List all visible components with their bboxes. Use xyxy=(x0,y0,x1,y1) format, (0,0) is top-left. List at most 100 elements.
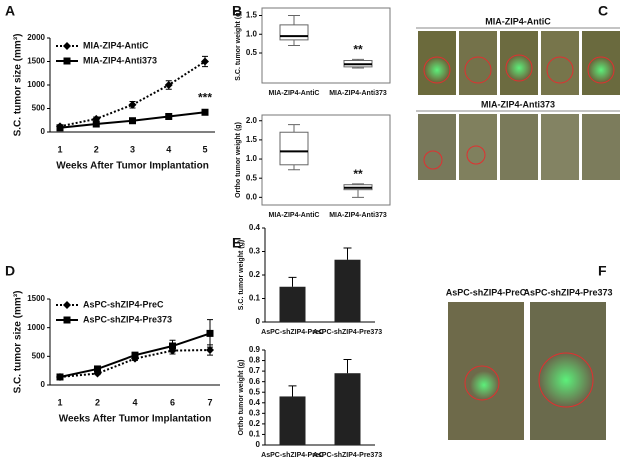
legend-marker xyxy=(63,42,71,50)
marker xyxy=(129,117,136,125)
x-tick-label: 1 xyxy=(57,397,62,407)
panel-label: C xyxy=(598,3,608,19)
y-axis-label: S.C. tumor weight (g) xyxy=(235,10,242,80)
y-axis-label: Ortho tumor weight (g) xyxy=(235,122,242,198)
marker xyxy=(206,329,214,337)
y-tick-label: 1500 xyxy=(27,57,45,66)
image-label: AsPC-shZIP4-PreC xyxy=(446,287,527,297)
mouse-image xyxy=(418,114,456,180)
bar xyxy=(334,259,361,322)
x-tick-label: MIA-ZIP4-Anti373 xyxy=(329,212,387,219)
mouse-image xyxy=(541,31,579,95)
bar xyxy=(279,286,306,322)
x-tick-label: AsPC-shZIP4-PreC xyxy=(261,452,324,459)
y-tick-label: 0.2 xyxy=(249,419,261,428)
whisker xyxy=(288,15,300,46)
panel-label: A xyxy=(5,3,15,19)
x-axis-label: Weeks After Tumor Implantation xyxy=(56,161,209,172)
mouse-image xyxy=(459,114,497,180)
whisker xyxy=(288,124,300,171)
x-axis-label: Weeks After Tumor Implantation xyxy=(59,414,212,425)
legend-marker xyxy=(63,301,71,309)
y-tick-label: 0.4 xyxy=(249,223,261,232)
series-line xyxy=(59,60,206,128)
y-tick-label: 0 xyxy=(256,317,261,326)
error-bar xyxy=(288,276,297,287)
legend-marker xyxy=(63,316,71,324)
tumor-circle xyxy=(546,56,574,84)
bar xyxy=(334,373,361,445)
marker xyxy=(131,351,139,359)
y-tick-label: 0 xyxy=(41,380,46,389)
fluorescence xyxy=(589,58,613,82)
error-bar xyxy=(343,247,352,260)
y-tick-label: 2.0 xyxy=(246,116,258,125)
y-tick-label: 0 xyxy=(41,127,46,136)
y-tick-label: 0.2 xyxy=(249,270,261,279)
x-tick-label: 4 xyxy=(132,397,137,407)
bar xyxy=(279,396,306,445)
annotation: ** xyxy=(353,43,363,57)
marker xyxy=(56,124,64,132)
x-tick-label: AsPC-shZIP4-PreC xyxy=(261,329,324,336)
marker xyxy=(164,81,173,89)
y-tick-label: 2000 xyxy=(27,33,45,42)
marker xyxy=(206,346,214,355)
x-tick-label: MIA-ZIP4-AntiC xyxy=(269,90,320,97)
y-tick-label: 0.1 xyxy=(249,430,261,439)
panel-label: D xyxy=(5,263,15,279)
image-group-label: MIA-ZIP4-AntiC xyxy=(485,16,551,26)
marker xyxy=(92,120,100,128)
annotation: ** xyxy=(353,167,363,181)
x-tick-label: 2 xyxy=(94,144,99,154)
y-tick-label: 1.5 xyxy=(246,11,258,20)
image-label: AsPC-shZIP4-Pre373 xyxy=(523,287,612,297)
fluorescence xyxy=(470,371,498,399)
y-tick-label: 1500 xyxy=(27,294,45,303)
tumor-circle xyxy=(423,150,443,170)
x-tick-label: 7 xyxy=(207,397,212,407)
x-tick-label: MIA-ZIP4-Anti373 xyxy=(329,90,387,97)
y-tick-label: 0.3 xyxy=(249,408,261,417)
y-tick-label: 1.0 xyxy=(246,29,258,38)
panel-label: F xyxy=(598,263,607,279)
whisker xyxy=(352,58,364,69)
y-axis-label: S.C. tumor size (mm³) xyxy=(13,34,24,137)
series-line xyxy=(59,349,211,378)
y-tick-label: 0.4 xyxy=(249,398,261,407)
mouse-image xyxy=(459,31,497,95)
y-axis-label: S.C. tumor size (mm³) xyxy=(13,291,24,394)
panel-label: E xyxy=(232,235,241,251)
y-tick-label: 0.3 xyxy=(249,247,261,256)
y-axis-label: S.C. tumor weight (g) xyxy=(238,240,245,310)
x-tick-label: 5 xyxy=(202,144,207,154)
marker xyxy=(165,112,173,120)
error-bar xyxy=(288,385,297,397)
y-axis-label: Ortho tumor weight (g) xyxy=(238,360,245,436)
marker xyxy=(201,108,209,116)
image-group-label: MIA-ZIP4-Anti373 xyxy=(481,99,555,109)
mouse-images xyxy=(418,31,620,180)
legend-label: AsPC-shZIP4-Pre373 xyxy=(83,314,172,324)
y-tick-label: 500 xyxy=(32,104,46,113)
legend-label: MIA-ZIP4-AntiC xyxy=(83,40,149,50)
y-tick-label: 0.9 xyxy=(249,345,261,354)
y-tick-label: 500 xyxy=(32,351,46,360)
x-tick-label: 6 xyxy=(170,397,175,407)
tumor-circle xyxy=(466,145,486,165)
y-tick-label: 1.5 xyxy=(246,135,258,144)
x-tick-label: 4 xyxy=(166,144,171,154)
tumor-circle xyxy=(505,54,533,82)
tumor-circle xyxy=(464,56,492,84)
marker xyxy=(94,365,101,373)
y-tick-label: 0.7 xyxy=(249,366,261,375)
error-bar xyxy=(343,359,352,374)
marker xyxy=(201,57,209,66)
y-tick-label: 0.8 xyxy=(249,356,261,365)
tumor-circle xyxy=(538,352,594,408)
box xyxy=(279,131,309,166)
y-tick-label: 0.5 xyxy=(249,387,261,396)
tumor-circle xyxy=(423,56,451,84)
marker xyxy=(56,373,64,381)
